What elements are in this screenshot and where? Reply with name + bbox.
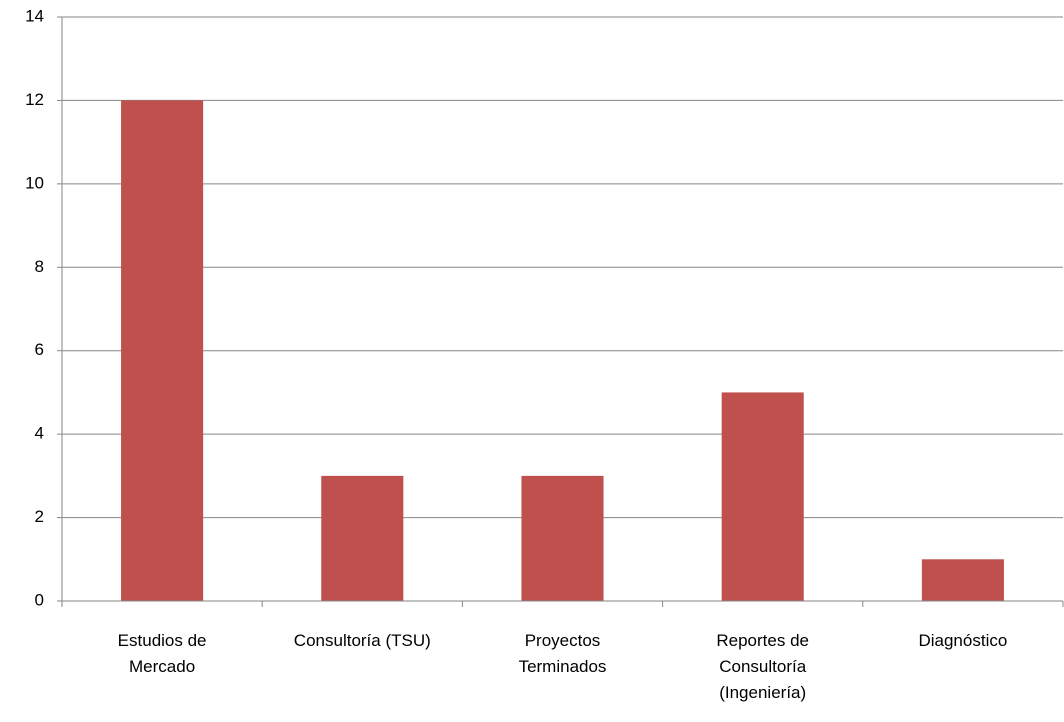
bar (721, 392, 804, 601)
y-tick-label: 14 (25, 6, 44, 25)
x-tick-label: Proyectos Terminados (518, 631, 607, 676)
y-tick-label: 8 (35, 257, 44, 276)
x-tick-label: Consultoría (TSU) (293, 631, 431, 650)
bar (921, 559, 1004, 601)
bar (321, 475, 404, 601)
y-tick-label: 12 (25, 90, 44, 109)
x-tick-label: Reportes de Consultoría (Ingeniería) (716, 631, 809, 702)
y-tick-label: 2 (35, 507, 44, 526)
x-tick-label: Estudios de Mercado (117, 631, 207, 676)
y-tick-label: 4 (35, 424, 44, 443)
bar (521, 475, 604, 601)
y-tick-label: 10 (25, 173, 44, 192)
y-tick-label: 6 (35, 340, 44, 359)
y-tick-label: 0 (35, 590, 44, 609)
x-tick-label: Diagnóstico (918, 631, 1008, 650)
bar (121, 100, 204, 601)
